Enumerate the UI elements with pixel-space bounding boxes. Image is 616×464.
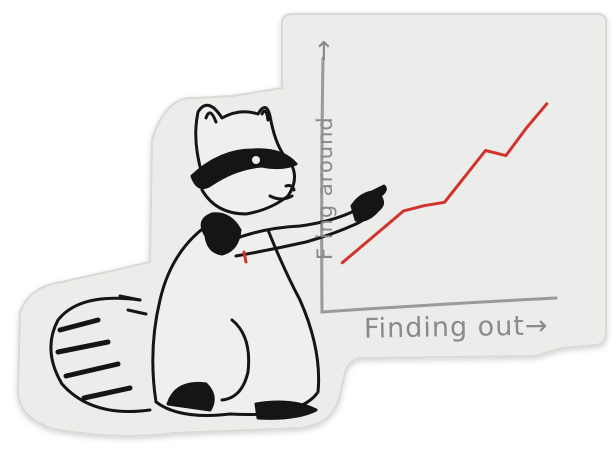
chart-series-line — [340, 102, 549, 265]
up-arrow-icon: ↑ — [313, 37, 335, 67]
raccoon-illustration-icon — [49, 103, 387, 420]
x-axis-label: Finding out→ — [364, 310, 549, 344]
chart-axes — [320, 56, 558, 314]
y-axis-label-text: F ing around — [313, 116, 337, 260]
y-axis-label: F ing around — [313, 116, 337, 260]
right-arrow-icon: → — [524, 310, 549, 342]
x-axis-label-text: Finding out — [363, 310, 526, 345]
